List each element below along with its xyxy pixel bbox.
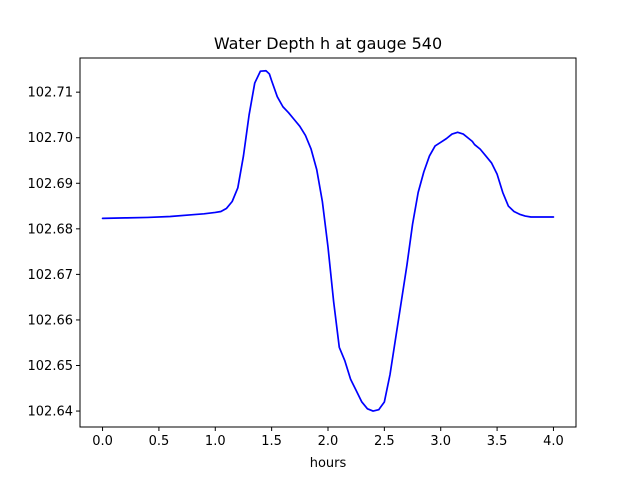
x-tick-label: 1.5 [261, 434, 282, 449]
x-axis-label: hours [310, 456, 347, 471]
x-tick-label: 1.0 [205, 434, 226, 449]
y-tick-label: 102.68 [28, 222, 74, 237]
y-tick-label: 102.69 [28, 177, 74, 192]
chart-title: Water Depth h at gauge 540 [214, 34, 442, 53]
x-tick-label: 2.5 [374, 434, 395, 449]
x-tick-label: 4.0 [543, 434, 564, 449]
series-line-0 [101, 69, 555, 412]
plot-area [101, 69, 555, 412]
x-tick-label: 3.5 [487, 434, 508, 449]
x-tick-label: 0.5 [149, 434, 170, 449]
y-tick-label: 102.65 [28, 359, 74, 374]
x-tick-label: 0.0 [92, 434, 113, 449]
x-tick-label: 2.0 [318, 434, 339, 449]
y-tick-label: 102.71 [28, 86, 74, 101]
x-tick-label: 3.0 [430, 434, 451, 449]
y-tick-label: 102.70 [28, 131, 74, 146]
y-tick-label: 102.66 [28, 313, 74, 328]
y-tick-label: 102.67 [28, 268, 74, 283]
y-tick-label: 102.64 [28, 405, 74, 420]
axes: 0.0 0.5 1.0 1.5 2.0 2.5 3.0 3.5 4.0 102.64 102.65 1… [28, 57, 577, 449]
